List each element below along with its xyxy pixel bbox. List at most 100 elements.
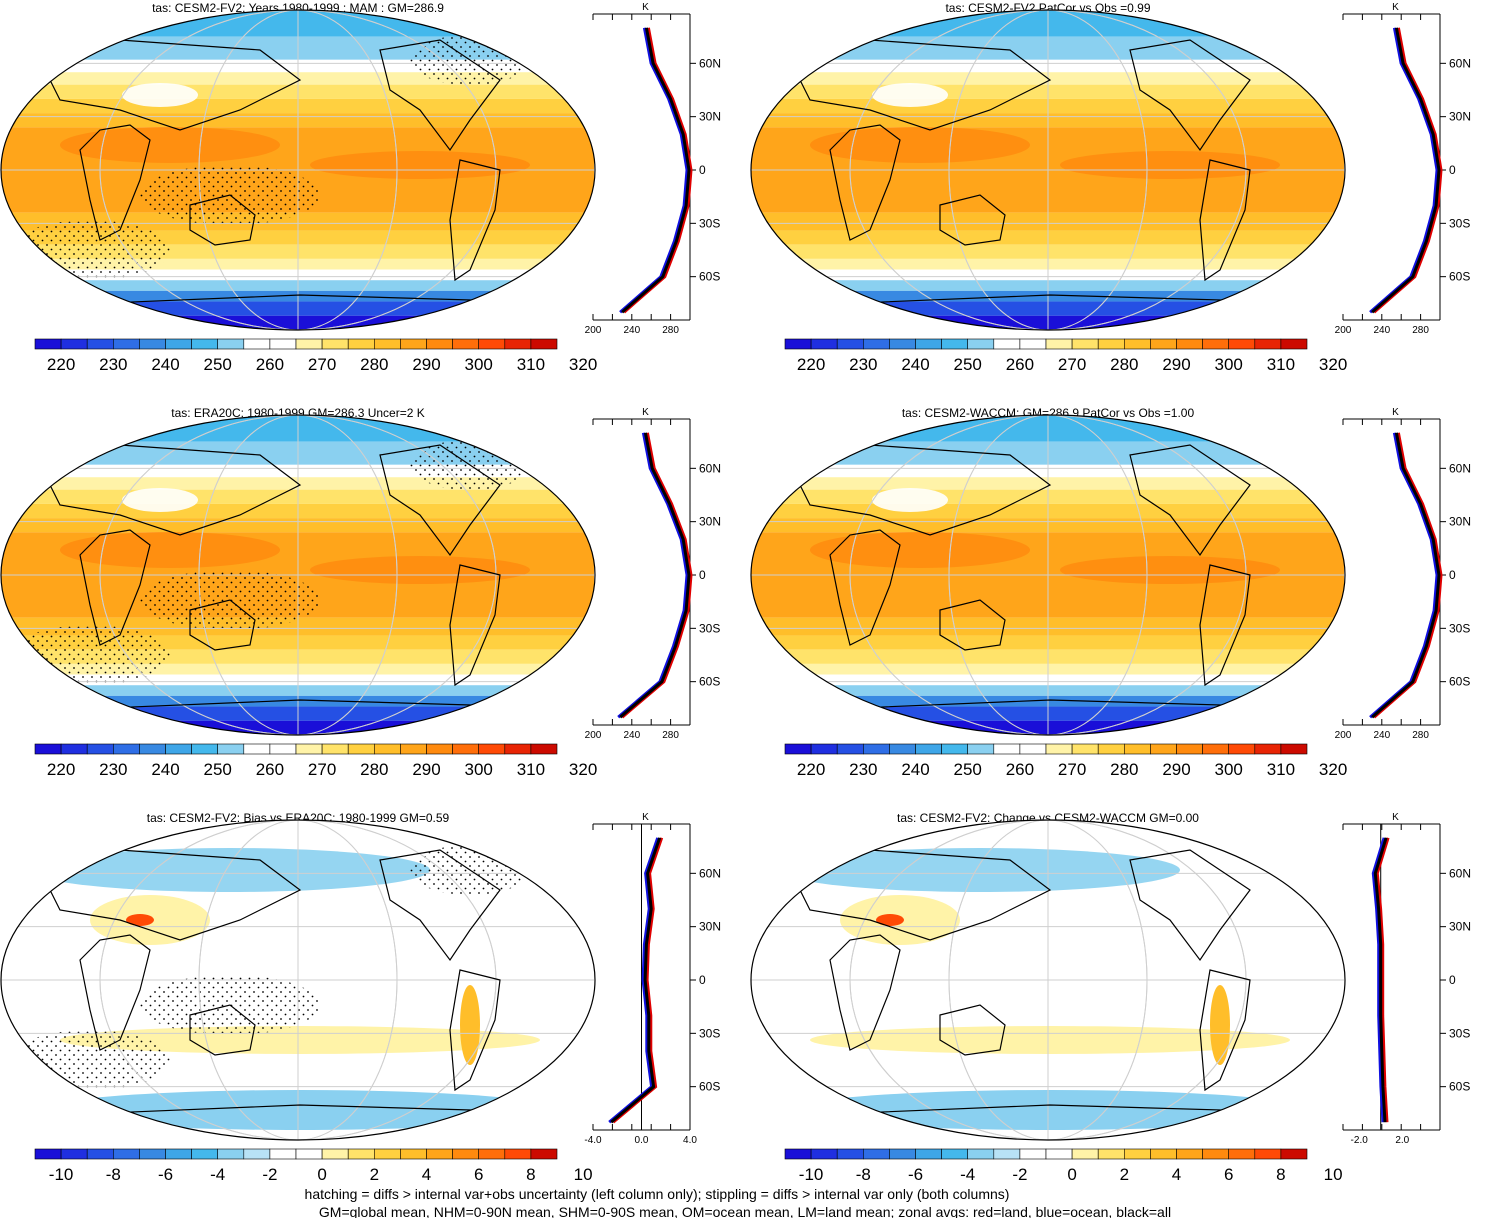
colorbar-label: 270 xyxy=(1058,355,1086,374)
north-america-coast xyxy=(379,849,501,962)
lat-band xyxy=(751,518,1344,533)
colorbar: -10 -8 -6 -4 -2 0 2 4 6 8 10 xyxy=(34,1148,593,1184)
zonal-x-label: 240 xyxy=(623,730,640,741)
colorbar-swatch xyxy=(1176,743,1203,755)
graticule xyxy=(1,415,594,735)
lat-band xyxy=(1,685,594,696)
warm-pool xyxy=(1060,151,1280,179)
zonal-x-label: 200 xyxy=(585,325,602,336)
lat-band xyxy=(751,720,1344,735)
colorbar-swatch xyxy=(373,743,401,755)
panel-1: tas: CESM2-FV2: Years 1980-1999 : MAM : … xyxy=(0,1,721,374)
australia-coast xyxy=(189,1004,256,1056)
colorbar-swatch xyxy=(1150,1148,1177,1160)
colorbar-swatch xyxy=(993,338,1021,350)
lat-band xyxy=(751,685,1344,696)
diff-patch xyxy=(40,1090,560,1130)
lat-band xyxy=(1,695,594,707)
north-america-coast xyxy=(379,39,501,152)
tibet-cold xyxy=(122,488,198,512)
colorbar: 220 230 240 250 260 270 280 290 300 310 320 xyxy=(34,743,597,779)
colorbar-label: 310 xyxy=(1267,760,1295,779)
colorbar-label: 320 xyxy=(569,760,597,779)
colorbar-swatch xyxy=(1019,743,1047,755)
colorbar-label: 8 xyxy=(1276,1165,1285,1184)
colorbar-label: 240 xyxy=(901,355,929,374)
map-frame xyxy=(0,9,596,331)
south-america-coast xyxy=(1199,159,1251,282)
lat-label: 0 xyxy=(699,973,706,987)
colorbar-label: 280 xyxy=(360,760,388,779)
lat-label: 30N xyxy=(699,920,721,934)
colorbar-swatch xyxy=(217,743,245,755)
lat-band xyxy=(751,617,1344,636)
colorbar-label: 310 xyxy=(517,760,545,779)
colorbar-swatch xyxy=(967,743,995,755)
zonal-x-label: 2.0 xyxy=(1395,1135,1409,1146)
panel-2: tas: CESM2-FV2 PatCor vs Obs =0.99 K 60N 30… xyxy=(750,1,1471,374)
lat-label: 30S xyxy=(699,1026,720,1040)
lat-band xyxy=(1,84,594,99)
colorbar-label: 310 xyxy=(1267,355,1295,374)
colorbar-label: -4 xyxy=(210,1165,225,1184)
colorbar-label: 320 xyxy=(1319,355,1347,374)
colorbar: 220 230 240 250 260 270 280 290 300 310 320 xyxy=(34,338,597,374)
lat-band xyxy=(1,290,594,302)
panel-5: tas: CESM2-FV2: Bias vs ERA20C: 1980-199… xyxy=(0,811,721,1184)
colorbar-label: 10 xyxy=(574,1165,593,1184)
tibet-cold xyxy=(872,488,948,512)
graticule xyxy=(1,820,594,1140)
colorbar-swatch xyxy=(810,1148,838,1160)
zonal-x-label: -4.0 xyxy=(584,1135,602,1146)
colorbar-label: -8 xyxy=(106,1165,121,1184)
meridian xyxy=(948,820,1148,1140)
colorbar-swatch xyxy=(113,338,140,350)
diff-patch xyxy=(126,914,154,926)
lat-label: 60N xyxy=(699,461,721,475)
australia-coast xyxy=(939,1004,1006,1056)
lat-band xyxy=(1,280,594,291)
south-america-coast xyxy=(449,564,501,687)
south-america-coast xyxy=(1199,564,1251,687)
meridian xyxy=(948,10,1148,330)
lat-band xyxy=(751,695,1344,707)
zonal-land-series xyxy=(1373,27,1443,314)
lat-label: 60N xyxy=(699,866,721,880)
colorbar-swatch xyxy=(113,1148,140,1160)
map-frame xyxy=(750,819,1346,1141)
south-america-coast xyxy=(449,969,501,1092)
colorbar-swatch xyxy=(165,1148,192,1160)
colorbar-swatch xyxy=(113,743,140,755)
lat-label: 60S xyxy=(1449,1080,1470,1094)
lat-label: 60N xyxy=(1449,866,1471,880)
colorbar-swatch xyxy=(243,1148,271,1160)
lat-label: 60S xyxy=(699,270,720,284)
lat-band xyxy=(751,84,1344,99)
colorbar-swatch xyxy=(426,1148,453,1160)
lat-label: 60N xyxy=(1449,461,1471,475)
colorbar-swatch xyxy=(60,338,88,350)
colorbar-swatch xyxy=(1071,338,1099,350)
colorbar-swatch xyxy=(889,1148,916,1160)
colorbar-label: 230 xyxy=(849,355,877,374)
lat-label: 60S xyxy=(1449,675,1470,689)
colorbar-swatch xyxy=(1150,338,1177,350)
colorbar-swatch xyxy=(191,743,219,755)
colorbar-swatch xyxy=(1071,743,1099,755)
lat-band xyxy=(1,503,594,519)
colorbar-swatch xyxy=(1045,1148,1073,1160)
lat-band xyxy=(751,415,1344,442)
colorbar-swatch xyxy=(400,743,427,755)
lat-label: 0 xyxy=(1449,163,1456,177)
warm-pool xyxy=(1060,556,1280,584)
colorbar-label: 320 xyxy=(569,355,597,374)
colorbar-swatch xyxy=(863,1148,890,1160)
colorbar-swatch xyxy=(86,1148,114,1160)
colorbar-label: 220 xyxy=(797,355,825,374)
colorbar-label: 300 xyxy=(1215,760,1243,779)
colorbar-label: 310 xyxy=(517,355,545,374)
colorbar-label: 250 xyxy=(204,760,232,779)
colorbar-label: 320 xyxy=(1319,760,1347,779)
colorbar-swatch xyxy=(504,338,532,350)
lat-band xyxy=(1,720,594,735)
